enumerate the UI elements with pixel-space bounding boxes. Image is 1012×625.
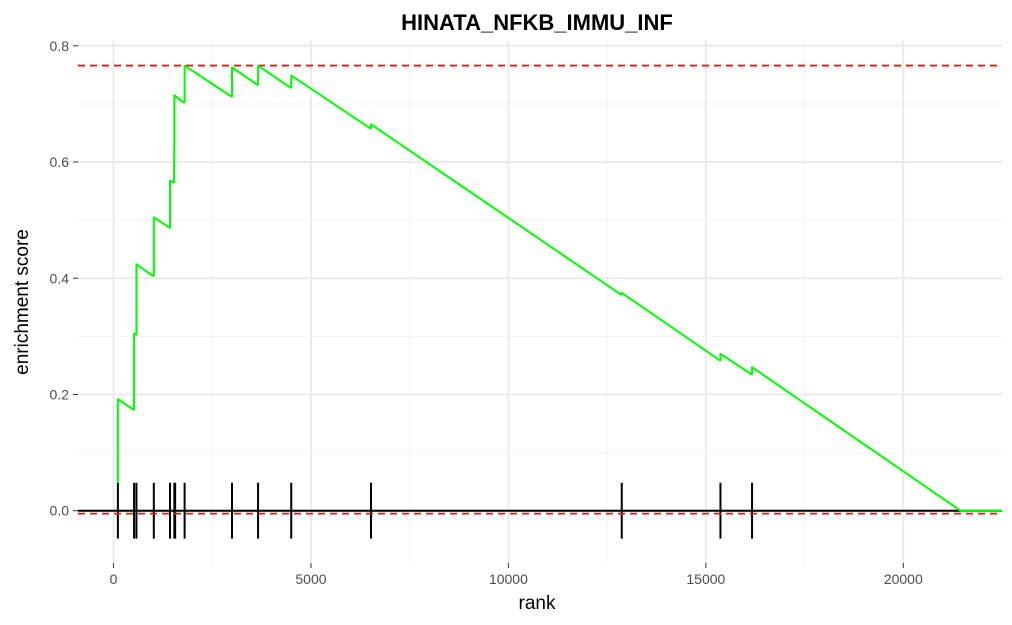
y-tick-label: 0.4 [50, 270, 70, 286]
y-tick-label: 0.0 [50, 503, 70, 519]
y-tick-label: 0.8 [50, 38, 70, 54]
y-tick-label: 0.2 [50, 386, 70, 402]
grid [78, 40, 1002, 563]
enrichment-line [116, 64, 1002, 512]
x-tick-label: 10000 [489, 571, 528, 587]
x-tick-label: 20000 [884, 571, 923, 587]
x-tick-label: 0 [110, 571, 118, 587]
series-layer [116, 64, 1002, 512]
y-axis-title: enrichment score [12, 229, 33, 375]
x-axis-title: rank [519, 593, 556, 614]
y-axis: 0.0 0.2 0.4 0.6 0.8 [50, 38, 78, 519]
x-tick-label: 5000 [295, 571, 326, 587]
x-tick-label: 15000 [686, 571, 725, 587]
x-axis: 0 5000 10000 15000 20000 [110, 563, 923, 587]
y-tick-label: 0.6 [50, 154, 70, 170]
chart-title: HINATA_NFKB_IMMU_INF [401, 10, 673, 35]
reference-lines [78, 64, 1002, 515]
